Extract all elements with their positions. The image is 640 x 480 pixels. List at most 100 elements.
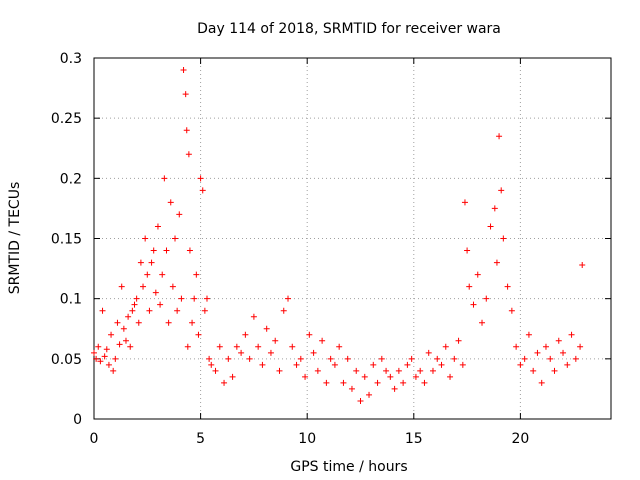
y-tick-label: 0.3 [60, 51, 82, 67]
data-point [491, 205, 498, 212]
data-point [547, 355, 554, 362]
data-point [185, 151, 192, 158]
data-point [91, 349, 97, 356]
data-point [184, 343, 191, 350]
data-point [101, 353, 108, 360]
data-point [483, 295, 490, 302]
data-point [99, 307, 106, 314]
data-point [122, 337, 129, 344]
data-point [183, 127, 190, 134]
data-point [246, 355, 253, 362]
data-point [114, 319, 121, 326]
data-point [250, 313, 257, 320]
data-point [189, 319, 196, 326]
data-point [555, 337, 562, 344]
data-point [361, 373, 368, 380]
data-point [542, 343, 549, 350]
data-point [212, 367, 219, 374]
data-point [180, 67, 187, 74]
data-point [206, 355, 213, 362]
x-tick-label: 5 [196, 431, 205, 447]
x-axis-label: GPS time / hours [290, 459, 407, 475]
data-point [163, 247, 170, 254]
data-point [466, 283, 473, 290]
data-point [103, 346, 110, 353]
data-point [564, 361, 571, 368]
data-point [152, 289, 159, 296]
data-point [93, 355, 100, 362]
data-point [195, 331, 202, 338]
data-point [451, 355, 458, 362]
data-point [517, 361, 524, 368]
data-point [319, 337, 326, 344]
data-point [395, 367, 402, 374]
data-point [172, 235, 179, 242]
data-point [504, 283, 511, 290]
grid-lines [94, 58, 611, 419]
data-point [135, 319, 142, 326]
data-point [112, 355, 119, 362]
data-point [479, 319, 486, 326]
data-point [470, 301, 477, 308]
y-axis: 0 0.05 0.1 0.15 0.2 0.25 0.3 [51, 51, 611, 428]
data-point [374, 379, 381, 386]
data-point [508, 307, 515, 314]
data-point [148, 259, 155, 266]
data-point [474, 271, 481, 278]
data-point [142, 235, 149, 242]
data-point [442, 343, 449, 350]
data-point [560, 349, 567, 356]
y-tick-label: 0.15 [51, 232, 82, 248]
data-point [129, 307, 136, 314]
data-point [208, 361, 215, 368]
y-tick-label: 0.25 [51, 111, 82, 127]
data-point [378, 355, 385, 362]
data-point [110, 367, 117, 374]
data-point [176, 211, 183, 218]
data-point [276, 367, 283, 374]
data-point [344, 355, 351, 362]
data-point [116, 341, 123, 348]
data-point [221, 379, 228, 386]
data-point [105, 361, 112, 368]
data-point [306, 331, 313, 338]
x-tick-label: 10 [298, 431, 316, 447]
data-point [285, 295, 292, 302]
data-point [493, 259, 500, 266]
data-point [421, 379, 428, 386]
data-point [272, 337, 279, 344]
data-point [302, 373, 309, 380]
data-point [336, 343, 343, 350]
data-point [353, 367, 360, 374]
data-point [203, 295, 210, 302]
data-point [579, 261, 586, 268]
data-point [366, 391, 373, 398]
data-point [417, 367, 424, 374]
data-point [404, 361, 411, 368]
data-point [157, 301, 164, 308]
data-point [97, 358, 104, 365]
data-point [178, 295, 185, 302]
data-point [165, 319, 172, 326]
x-tick-label: 0 [90, 431, 99, 447]
data-point [310, 349, 317, 356]
data-point [120, 325, 127, 332]
data-point [293, 361, 300, 368]
data-point [289, 343, 296, 350]
data-point [383, 367, 390, 374]
data-point [225, 355, 232, 362]
data-point [150, 247, 157, 254]
data-point [348, 385, 355, 392]
data-point [161, 175, 168, 182]
data-point [461, 199, 468, 206]
data-point [425, 349, 432, 356]
data-point [357, 397, 364, 404]
data-point [327, 355, 334, 362]
data-point [242, 331, 249, 338]
data-point [263, 325, 270, 332]
data-point [314, 367, 321, 374]
data-point [167, 199, 174, 206]
data-point [182, 91, 189, 98]
data-point [125, 313, 132, 320]
data-points [91, 67, 586, 404]
